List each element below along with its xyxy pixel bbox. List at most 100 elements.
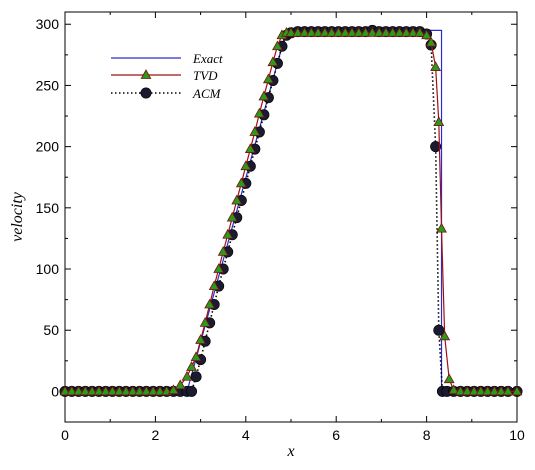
data-point-tvd xyxy=(147,385,159,396)
series-line-exact xyxy=(65,29,517,392)
data-point-tvd xyxy=(262,73,274,84)
data-point-tvd xyxy=(244,143,256,153)
data-point-tvd xyxy=(226,211,238,222)
series-layer xyxy=(59,24,523,397)
data-point-tvd xyxy=(488,385,500,396)
data-point-tvd xyxy=(373,26,385,37)
data-point-tvd xyxy=(346,26,358,37)
data-point-tvd xyxy=(326,26,338,37)
legend-swatch-marker xyxy=(140,87,152,99)
data-point-acm xyxy=(186,385,198,397)
x-tick-label: 0 xyxy=(61,427,69,443)
data-point-tvd xyxy=(127,385,139,396)
data-point-tvd xyxy=(249,126,261,136)
data-point-tvd xyxy=(360,26,372,37)
y-tick-label: 150 xyxy=(36,200,60,216)
data-point-tvd xyxy=(414,26,426,37)
data-point-tvd xyxy=(380,26,392,37)
legend-entry-acm: ACM xyxy=(111,86,222,101)
series-tvd xyxy=(59,26,523,396)
plot-frame xyxy=(64,11,518,423)
data-point-tvd xyxy=(468,385,480,396)
data-point-tvd xyxy=(79,385,91,396)
data-point-tvd xyxy=(292,26,304,37)
data-point-acm xyxy=(190,371,202,383)
data-point-tvd xyxy=(258,90,270,101)
data-point-tvd xyxy=(333,26,344,37)
data-point-tvd xyxy=(73,385,84,396)
data-point-tvd xyxy=(511,385,523,396)
data-point-tvd xyxy=(439,330,451,341)
data-point-tvd xyxy=(134,385,146,396)
y-tick-label: 300 xyxy=(36,16,60,32)
data-point-tvd xyxy=(299,26,310,37)
legend: Exact TVD ACM xyxy=(111,51,223,101)
data-point-tvd xyxy=(319,26,331,37)
x-axis-title: x xyxy=(286,443,294,460)
series-line-acm xyxy=(65,29,517,393)
y-tick-label: 0 xyxy=(51,383,59,399)
data-point-acm xyxy=(430,141,442,153)
x-tick-label: 8 xyxy=(423,427,431,443)
data-point-tvd xyxy=(120,385,132,396)
data-point-tvd xyxy=(190,351,202,362)
data-point-tvd xyxy=(502,385,514,396)
x-tick-label: 6 xyxy=(332,427,340,443)
data-point-tvd xyxy=(222,228,234,239)
data-point-tvd xyxy=(204,298,216,309)
data-point-tvd xyxy=(253,107,265,118)
data-point-tvd xyxy=(443,373,455,384)
data-point-tvd xyxy=(213,263,225,273)
legend-entry-tvd: TVD xyxy=(111,68,218,83)
data-point-tvd xyxy=(168,384,179,395)
data-point-tvd xyxy=(235,177,247,188)
series-line-tvd xyxy=(65,32,517,392)
data-point-tvd xyxy=(339,26,351,37)
data-point-tvd xyxy=(195,334,207,344)
data-point-tvd xyxy=(231,194,243,205)
data-point-tvd xyxy=(312,26,324,37)
y-tick-label: 100 xyxy=(36,261,60,277)
x-tick-label: 4 xyxy=(242,427,250,443)
data-point-tvd xyxy=(93,385,105,396)
data-point-tvd xyxy=(353,26,365,37)
series-exact xyxy=(65,29,517,392)
legend-label: TVD xyxy=(193,68,218,83)
data-point-tvd xyxy=(407,26,419,37)
data-point-tvd xyxy=(433,116,445,127)
data-point-tvd xyxy=(430,61,442,71)
data-point-tvd xyxy=(272,40,283,51)
data-point-tvd xyxy=(305,26,317,37)
data-point-tvd xyxy=(107,385,118,396)
x-tick-label: 2 xyxy=(152,427,160,443)
data-point-tvd xyxy=(59,385,71,396)
data-point-tvd xyxy=(475,385,487,396)
data-point-tvd xyxy=(113,385,125,396)
legend-label: ACM xyxy=(192,86,222,101)
data-point-tvd xyxy=(425,36,437,47)
data-point-tvd xyxy=(455,385,466,396)
data-point-tvd xyxy=(482,385,494,396)
data-point-tvd xyxy=(86,385,98,396)
x-tick-label: 10 xyxy=(509,427,525,443)
data-point-tvd xyxy=(461,385,473,396)
data-point-tvd xyxy=(267,56,279,67)
data-point-tvd xyxy=(174,379,186,390)
series-acm xyxy=(59,24,523,397)
data-point-tvd xyxy=(140,385,152,396)
data-point-tvd xyxy=(394,26,405,37)
data-point-tvd xyxy=(186,361,197,371)
y-axis-title: velocity xyxy=(9,191,26,242)
data-point-tvd xyxy=(448,384,460,395)
y-tick-label: 250 xyxy=(36,77,60,93)
data-point-tvd xyxy=(421,29,433,40)
y-tick-label: 200 xyxy=(36,139,60,155)
legend-entry-exact: Exact xyxy=(111,51,223,66)
y-tick-label: 50 xyxy=(43,322,59,338)
data-point-tvd xyxy=(181,370,193,381)
data-point-tvd xyxy=(100,385,112,396)
data-point-tvd xyxy=(208,280,220,291)
data-point-tvd xyxy=(387,26,399,37)
